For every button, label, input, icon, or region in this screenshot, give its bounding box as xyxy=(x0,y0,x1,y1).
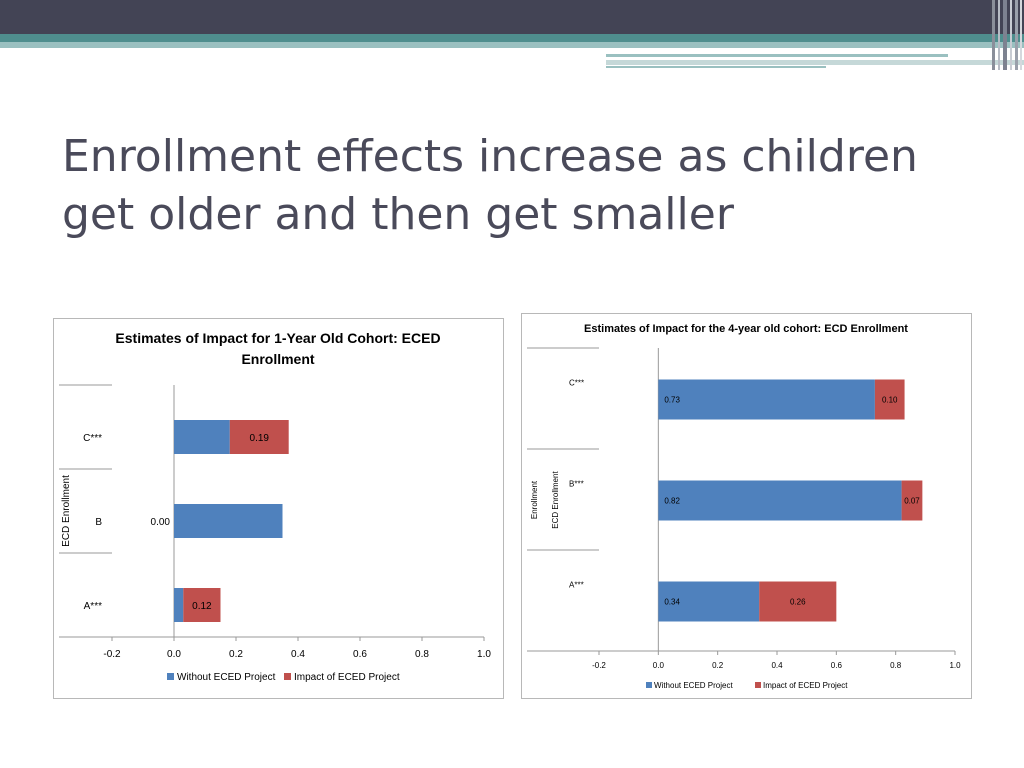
x-tick-label: 0.6 xyxy=(831,661,843,670)
data-label: 0.34 xyxy=(664,598,680,607)
bar-without xyxy=(658,480,902,521)
accent-line xyxy=(606,60,1024,65)
legend-label: Without ECED Project xyxy=(177,672,276,683)
chart-4-year-cohort: Estimates of Impact for the 4-year old c… xyxy=(521,313,972,699)
x-tick-label: 0.4 xyxy=(771,661,783,670)
data-label: 0.10 xyxy=(882,396,898,405)
y-axis-label: ECD Enrollment xyxy=(61,475,72,547)
chart-title: Estimates of Impact for 1-Year Old Cohor… xyxy=(115,330,440,346)
data-label: 0.73 xyxy=(664,396,680,405)
bar-without xyxy=(658,379,875,420)
x-tick-label: 0.0 xyxy=(167,649,181,660)
category-label: A*** xyxy=(569,581,584,590)
legend-label: Impact of ECED Project xyxy=(763,681,848,690)
legend-swatch-without xyxy=(646,682,652,688)
x-tick-label: -0.2 xyxy=(103,649,121,660)
decorative-stripes xyxy=(990,0,1024,70)
bar-without xyxy=(174,420,230,454)
x-tick-label: -0.2 xyxy=(592,661,606,670)
bar-without xyxy=(174,588,184,622)
x-tick-label: 1.0 xyxy=(477,649,491,660)
chart-2-svg: Estimates of Impact for the 4-year old c… xyxy=(527,323,961,690)
accent-line xyxy=(606,54,948,57)
chart-1-year-cohort: Estimates of Impact for 1-Year Old Cohor… xyxy=(53,318,504,699)
chart-title: Enrollment xyxy=(241,351,314,367)
category-label: A*** xyxy=(84,601,102,612)
bar-impact xyxy=(874,379,905,420)
x-tick-label: 0.8 xyxy=(415,649,429,660)
accent-line xyxy=(606,66,826,68)
bar-impact xyxy=(759,581,837,622)
bar-impact xyxy=(901,480,923,521)
bar-impact xyxy=(183,588,221,622)
legend-label: Without ECED Project xyxy=(654,681,733,690)
data-label: 0.07 xyxy=(904,497,920,506)
bar-without xyxy=(174,504,283,538)
data-label: 0.19 xyxy=(250,433,270,444)
legend-swatch-impact xyxy=(755,682,761,688)
x-tick-label: 1.0 xyxy=(949,661,961,670)
x-tick-label: 0.0 xyxy=(653,661,665,670)
data-label: 0.12 xyxy=(192,601,212,612)
category-label: B*** xyxy=(569,480,584,489)
bar-without xyxy=(658,581,760,622)
legend-label: Impact of ECED Project xyxy=(294,672,400,683)
data-label: 0.82 xyxy=(664,497,680,506)
legend-swatch-impact xyxy=(284,673,291,680)
chart-title: Estimates of Impact for the 4-year old c… xyxy=(584,323,908,335)
x-tick-label: 0.2 xyxy=(229,649,243,660)
x-tick-label: 0.6 xyxy=(353,649,367,660)
category-label: B xyxy=(95,517,102,528)
x-tick-label: 0.8 xyxy=(890,661,902,670)
x-tick-label: 0.2 xyxy=(712,661,724,670)
category-label: C*** xyxy=(569,379,584,388)
data-label: 0.00 xyxy=(151,517,171,528)
data-label: 0.26 xyxy=(790,598,806,607)
slide-title: Enrollment effects increase as children … xyxy=(62,131,918,240)
header-bar xyxy=(0,0,1024,34)
legend-swatch-without xyxy=(167,673,174,680)
chart-1-svg: Estimates of Impact for 1-Year Old Cohor… xyxy=(59,330,491,683)
bar-impact xyxy=(229,420,289,454)
category-label: C*** xyxy=(83,433,102,444)
x-tick-label: 0.4 xyxy=(291,649,305,660)
accent-stripe xyxy=(0,34,1024,42)
y-axis-label: Enrollment xyxy=(530,480,539,519)
y-axis-label: ECD Enrollment xyxy=(551,471,560,529)
accent-stripe-light xyxy=(0,42,1024,48)
